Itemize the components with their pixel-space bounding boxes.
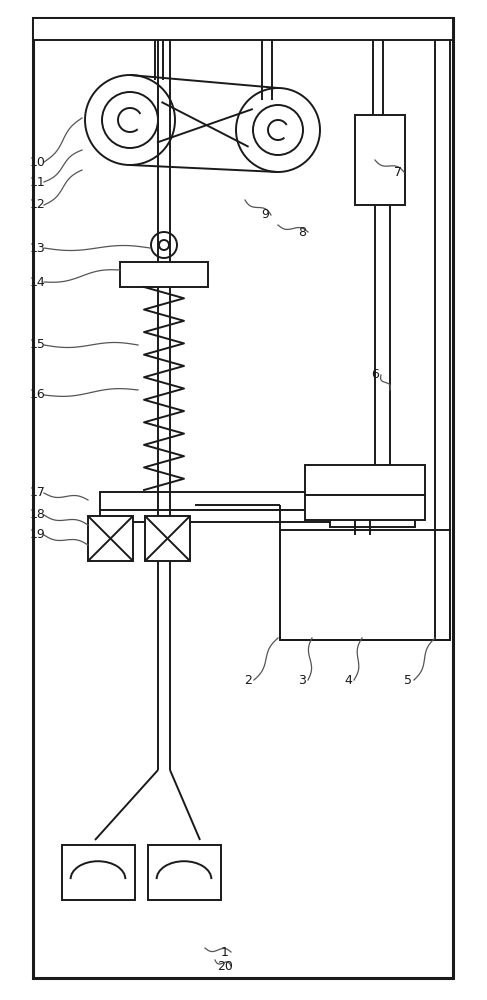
Text: 4: 4 xyxy=(344,674,352,686)
Bar xyxy=(355,115,405,205)
Text: 20: 20 xyxy=(217,960,233,972)
Text: 8: 8 xyxy=(298,226,306,238)
Bar xyxy=(330,475,415,527)
Text: 9: 9 xyxy=(261,209,269,222)
Bar xyxy=(100,510,360,522)
Bar xyxy=(145,516,190,561)
Text: 7: 7 xyxy=(394,165,402,178)
Circle shape xyxy=(253,105,303,155)
Bar xyxy=(148,845,221,900)
Text: 11: 11 xyxy=(30,176,46,188)
Bar xyxy=(62,845,135,900)
Text: 10: 10 xyxy=(30,155,46,168)
Text: 18: 18 xyxy=(30,508,46,522)
Circle shape xyxy=(159,240,169,250)
Text: 5: 5 xyxy=(404,674,412,686)
Bar xyxy=(100,492,360,510)
Bar xyxy=(33,18,453,978)
Circle shape xyxy=(102,92,158,148)
Text: 17: 17 xyxy=(30,487,46,499)
Bar xyxy=(33,18,453,40)
Bar xyxy=(305,465,425,495)
Text: 14: 14 xyxy=(30,275,46,288)
Text: 2: 2 xyxy=(244,674,252,686)
Text: 12: 12 xyxy=(30,198,46,212)
Text: 3: 3 xyxy=(298,674,306,686)
Text: 16: 16 xyxy=(30,388,46,401)
Circle shape xyxy=(236,88,320,172)
Text: 6: 6 xyxy=(371,368,379,381)
Circle shape xyxy=(85,75,175,165)
Text: 15: 15 xyxy=(30,338,46,352)
Text: 13: 13 xyxy=(30,241,46,254)
Bar xyxy=(280,530,450,640)
Text: 1: 1 xyxy=(221,946,229,958)
Bar xyxy=(305,495,425,520)
Bar xyxy=(325,535,395,590)
Text: 19: 19 xyxy=(30,528,46,542)
Circle shape xyxy=(151,232,177,258)
Bar xyxy=(120,262,208,287)
Bar xyxy=(88,516,133,561)
